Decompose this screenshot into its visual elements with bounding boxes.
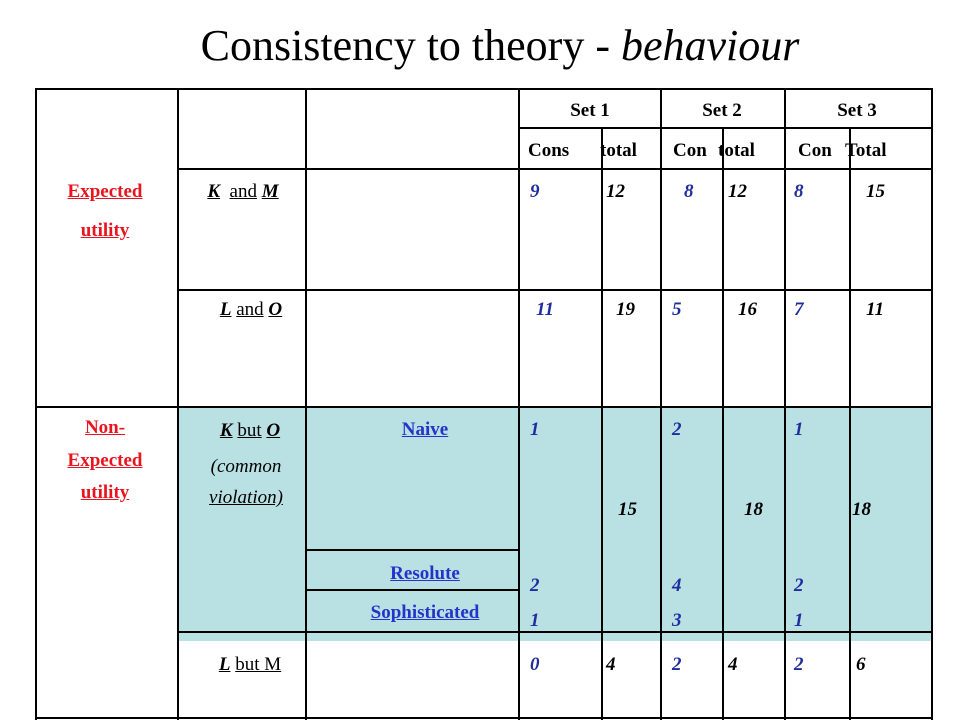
soph-set3: 1	[794, 610, 804, 631]
header-con2: Con	[673, 140, 707, 161]
row-lo-mid: and	[236, 299, 264, 320]
line-lo	[35, 406, 933, 408]
row-lo-a: L	[219, 299, 232, 320]
header-total1: total	[600, 140, 637, 161]
page-title: Consistency to theory - behaviour	[0, 20, 960, 71]
vline-s2	[722, 127, 724, 720]
strategy-sophisticated: Sophisticated	[370, 602, 480, 623]
lbm-con2: 2	[672, 654, 682, 675]
lo-con3: 7	[794, 299, 804, 320]
row-lo-label: L and O	[220, 300, 282, 319]
km-total2: 12	[728, 181, 747, 202]
group-expected-line1: Expected	[67, 181, 143, 202]
group-non-line2: Expected	[67, 450, 143, 471]
header-set3: Set 3	[837, 100, 877, 121]
line-naive	[305, 549, 519, 551]
lo-total3: 11	[866, 299, 884, 320]
lo-con2: 5	[672, 299, 682, 320]
line-col-header	[177, 168, 933, 170]
row-kbo-sub1: (common	[210, 456, 282, 477]
km-con3: 8	[794, 181, 804, 202]
header-total3: Total	[845, 140, 887, 161]
km-total3: 15	[866, 181, 885, 202]
row-kbo-sub2: violation)	[209, 487, 283, 508]
row-lo-b: O	[268, 299, 283, 320]
group-non-line3: utility	[80, 482, 130, 503]
vline-group	[177, 88, 179, 720]
line-resolute	[305, 589, 519, 591]
header-set1: Set 1	[570, 100, 610, 121]
strategy-naive: Naive	[401, 419, 449, 440]
line-bottom	[35, 717, 933, 719]
lbm-total3: 6	[856, 654, 866, 675]
title-main: Consistency to theory -	[200, 21, 621, 70]
lbm-total1: 4	[606, 654, 616, 675]
row-kbo-mid: but	[237, 420, 262, 441]
strategy-resolute: Resolute	[390, 563, 460, 584]
row-kbo-b: O	[266, 420, 281, 441]
row-lbm-label: L but M	[219, 655, 281, 674]
line-top	[35, 88, 933, 90]
vline-label	[305, 88, 307, 720]
naive-set3: 1	[794, 419, 804, 440]
violation-total3: 18	[852, 499, 871, 520]
lo-cons1: 11	[536, 299, 554, 320]
non-expected-shade	[177, 407, 931, 641]
vline-set3	[784, 88, 786, 720]
lbm-total2: 4	[728, 654, 738, 675]
resolute-set1: 2	[530, 575, 540, 596]
naive-set2: 2	[672, 419, 682, 440]
vline-s1	[601, 127, 603, 720]
resolute-set2: 4	[672, 575, 682, 596]
vline-set2	[660, 88, 662, 720]
header-con3: Con	[798, 140, 832, 161]
title-italic: behaviour	[620, 21, 800, 70]
row-kbo-label: K but O	[220, 421, 280, 440]
vline-right	[931, 88, 933, 720]
line-soph	[177, 631, 933, 633]
row-kbo-a: K	[219, 420, 233, 441]
header-cons: Cons	[528, 140, 570, 161]
naive-set1: 1	[530, 419, 540, 440]
header-total2: total	[718, 140, 755, 161]
row-km-a: K	[207, 181, 221, 202]
line-km	[177, 289, 933, 291]
soph-set2: 3	[672, 610, 682, 631]
row-km-b: M	[261, 181, 279, 202]
vline-s3	[849, 127, 851, 720]
header-set2: Set 2	[702, 100, 742, 121]
vline-strategy	[518, 88, 520, 720]
violation-total2: 18	[744, 499, 763, 520]
km-con2: 8	[684, 181, 694, 202]
resolute-set3: 2	[794, 575, 804, 596]
row-km-label: K and M	[207, 182, 278, 201]
row-lbm-mid: but M	[235, 654, 282, 675]
lo-total1: 19	[616, 299, 635, 320]
row-km-mid: and	[229, 181, 257, 202]
vline-left	[35, 88, 37, 720]
line-set-header	[518, 127, 933, 129]
lbm-con3: 2	[794, 654, 804, 675]
km-total1: 12	[606, 181, 625, 202]
row-lbm-a: L	[218, 654, 231, 675]
group-non-line1: Non-	[84, 417, 126, 438]
violation-total1: 15	[618, 499, 637, 520]
km-cons1: 9	[530, 181, 540, 202]
soph-set1: 1	[530, 610, 540, 631]
lo-total2: 16	[738, 299, 757, 320]
lbm-cons1: 0	[530, 654, 540, 675]
group-expected-line2: utility	[80, 220, 130, 241]
